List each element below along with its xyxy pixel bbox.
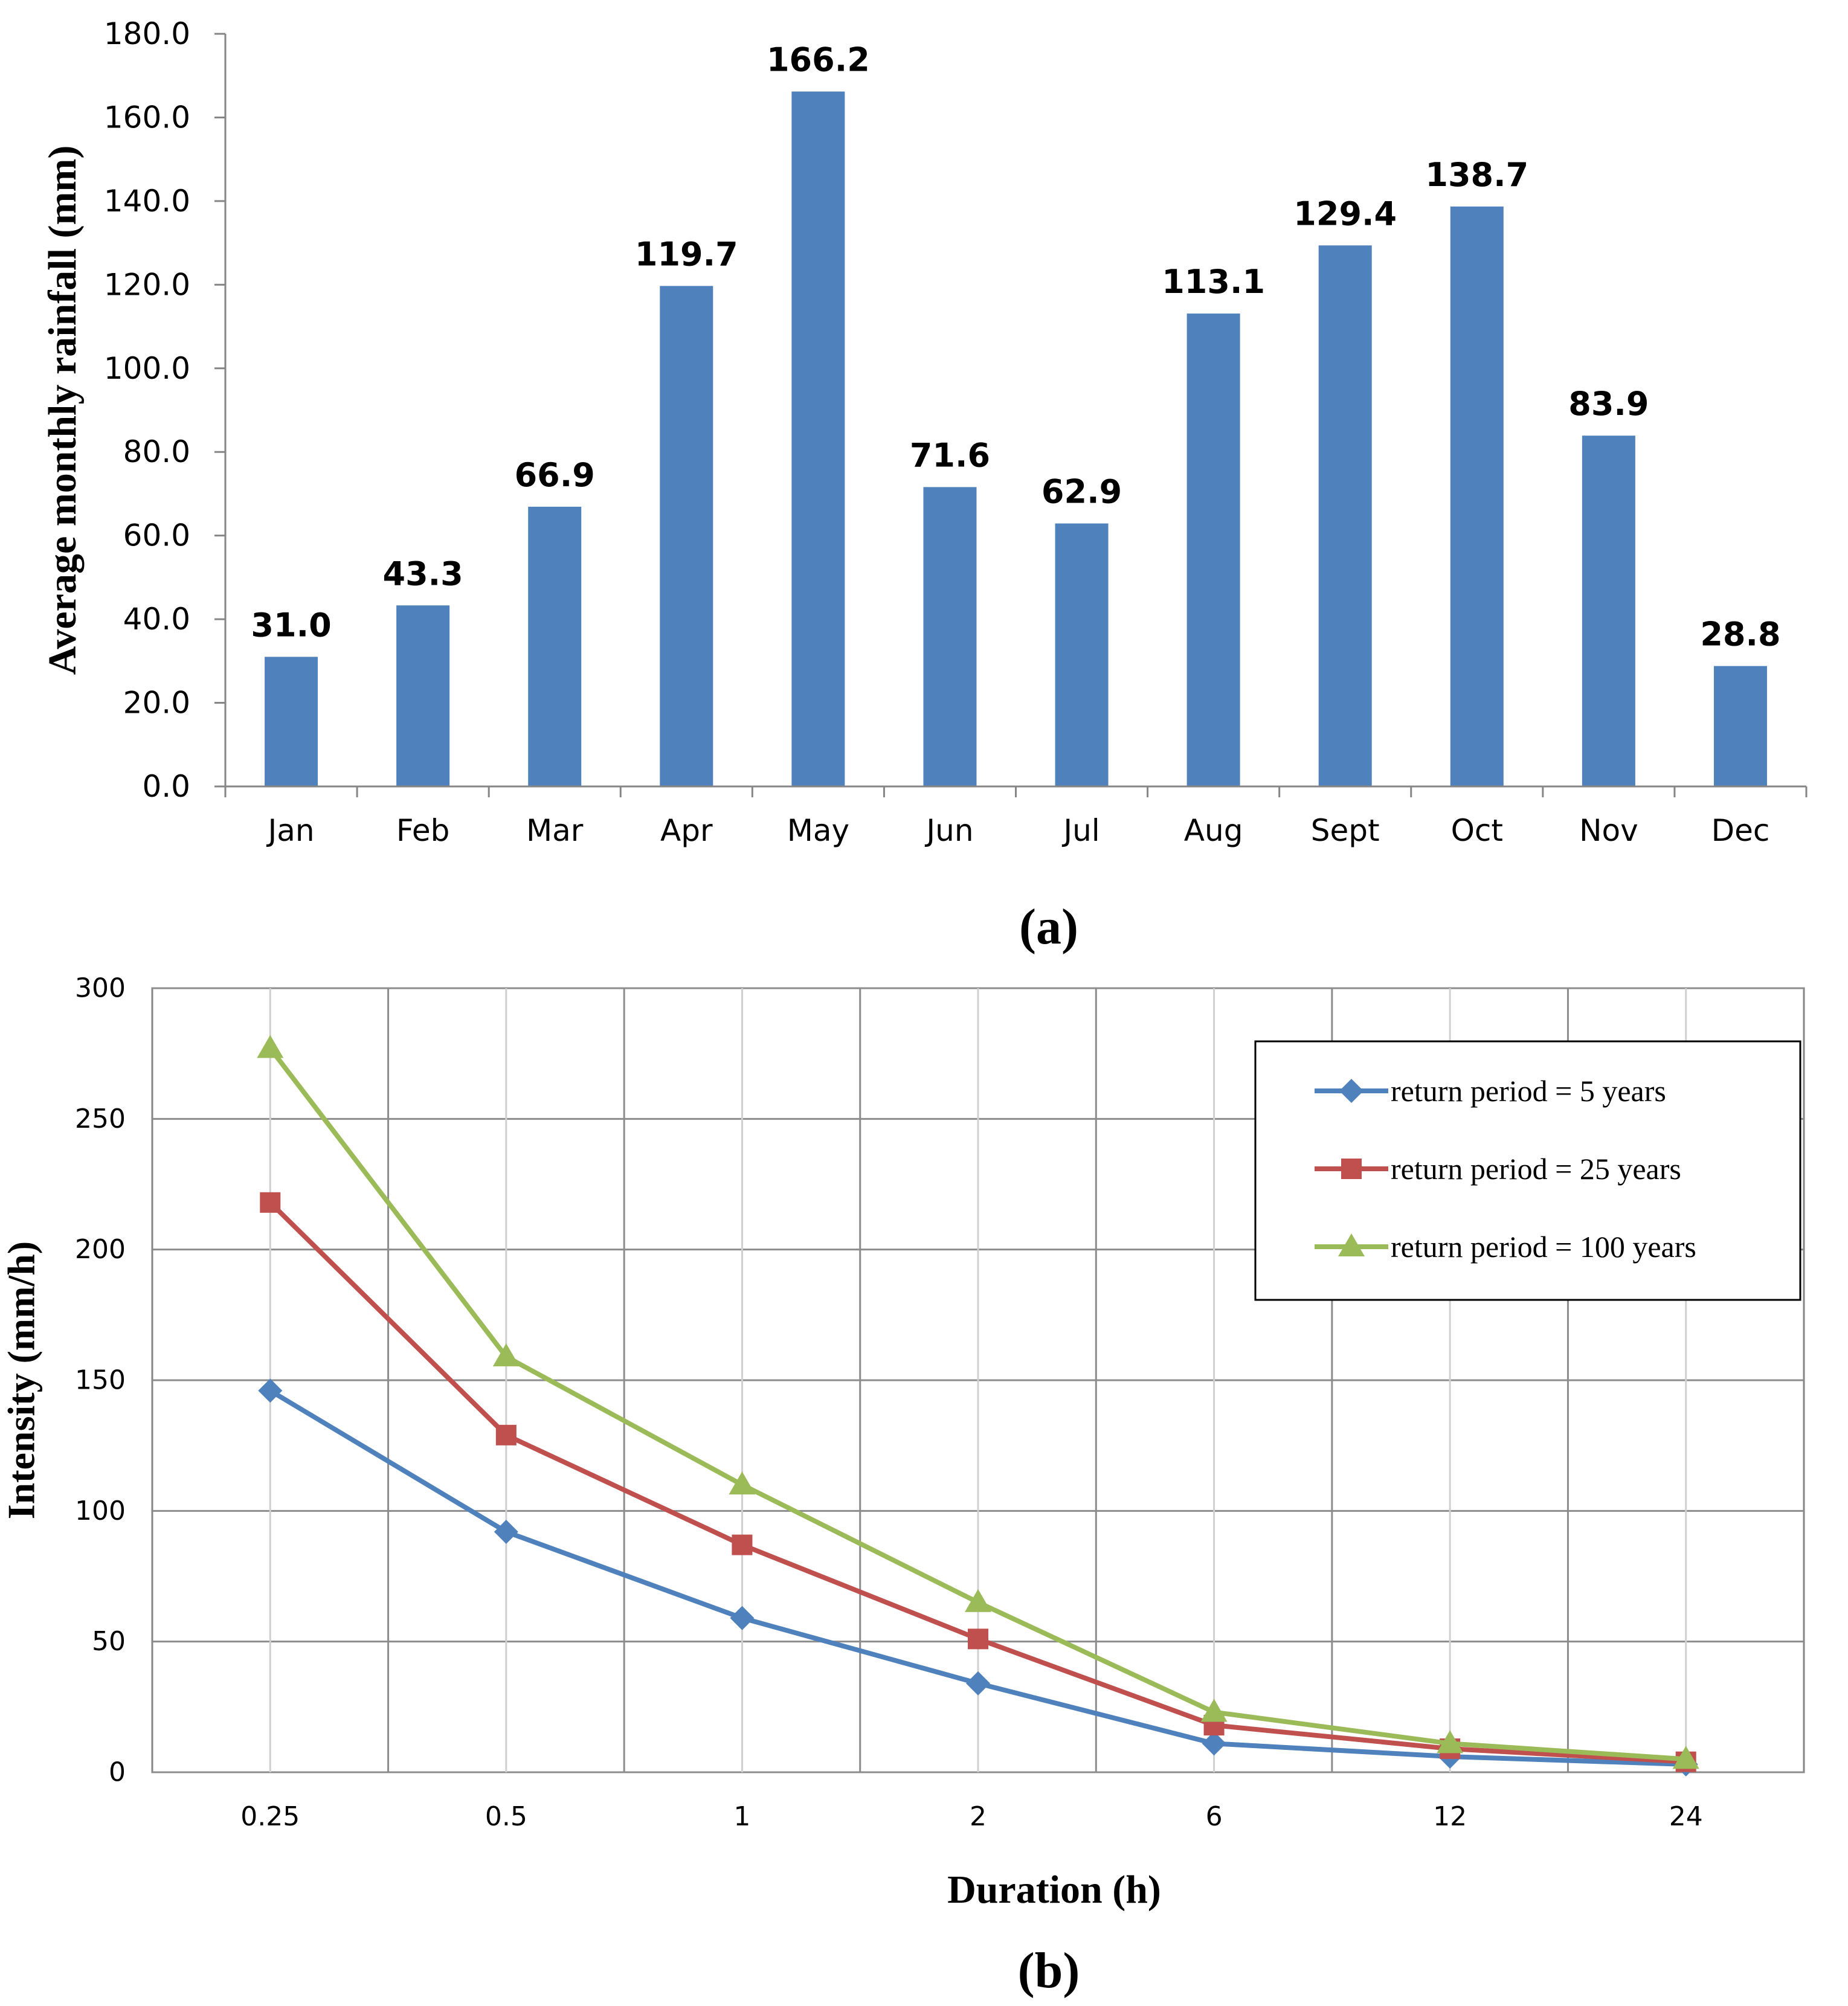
panel-a-label: (a): [1019, 899, 1078, 955]
data-point: [732, 1534, 753, 1555]
x-tick-label: 2: [970, 1801, 987, 1832]
bar-jan: [265, 657, 318, 786]
x-tick-label: 0.5: [485, 1801, 527, 1832]
y-tick-label: 0: [109, 1757, 126, 1788]
x-tick-label: Jan: [266, 813, 315, 848]
bar-dec: [1713, 666, 1767, 786]
x-tick-label: Nov: [1579, 813, 1638, 848]
data-point: [730, 1606, 755, 1630]
legend-label: return period = 25 years: [1391, 1152, 1681, 1186]
bar-mar: [528, 506, 582, 786]
data-point: [966, 1671, 990, 1696]
y-tick-label: 100: [75, 1496, 126, 1526]
data-label: 31.0: [251, 606, 331, 644]
y-axis-title: Average monthly rainfall (mm): [40, 146, 85, 675]
data-point: [494, 1519, 518, 1544]
data-point: [968, 1628, 988, 1650]
data-label: 166.2: [767, 41, 870, 79]
legend-item: return period = 25 years: [1315, 1152, 1681, 1186]
bar-jul: [1055, 523, 1109, 786]
legend-label: return period = 100 years: [1391, 1230, 1696, 1264]
data-point: [1437, 1730, 1464, 1754]
x-tick-label: 6: [1206, 1801, 1223, 1832]
data-point: [1202, 1731, 1226, 1756]
x-tick-label: 12: [1433, 1801, 1467, 1832]
x-tick-label: Oct: [1451, 813, 1503, 848]
bar-feb: [396, 605, 450, 786]
y-tick-label: 60.0: [123, 518, 190, 553]
data-point: [260, 1192, 281, 1213]
data-label: 119.7: [635, 235, 738, 273]
bar-jun: [923, 487, 977, 786]
y-tick-label: 20.0: [123, 686, 190, 721]
y-tick-label: 50: [92, 1626, 126, 1657]
bar-oct: [1450, 206, 1504, 786]
x-tick-label: 0.25: [240, 1801, 300, 1832]
data-point: [729, 1471, 756, 1495]
x-tick-label: Aug: [1184, 813, 1243, 848]
x-tick-label: Jul: [1061, 813, 1099, 848]
data-label: 83.9: [1568, 385, 1649, 423]
y-tick-label: 140.0: [104, 184, 190, 219]
x-axis-title: Duration (h): [947, 1868, 1161, 1912]
bar-nov: [1582, 436, 1635, 786]
data-point: [1200, 1699, 1228, 1722]
y-tick-label: 40.0: [123, 602, 190, 637]
data-label: 62.9: [1042, 473, 1122, 511]
y-tick-label: 0.0: [142, 769, 190, 804]
y-tick-label: 80.0: [123, 434, 190, 469]
legend-swatch-marker: [1339, 1079, 1363, 1103]
legend-label: return period = 5 years: [1391, 1074, 1666, 1108]
data-label: 28.8: [1700, 616, 1780, 654]
y-tick-label: 120.0: [104, 267, 190, 302]
y-axis-title: Intensity (mm/h): [0, 1241, 43, 1519]
panel-b-label: (b): [1018, 1943, 1080, 1999]
legend: return period = 5 years return period = 2…: [1254, 1040, 1801, 1301]
y-tick-label: 150: [75, 1365, 126, 1396]
data-point: [258, 1378, 283, 1403]
legend-item: return period = 5 years: [1315, 1074, 1666, 1108]
x-tick-label: Apr: [660, 813, 713, 848]
bar-aug: [1186, 313, 1240, 786]
data-point: [257, 1035, 284, 1058]
data-point: [492, 1343, 520, 1367]
data-label: 138.7: [1425, 156, 1528, 194]
legend-swatch-marker: [1338, 1233, 1365, 1256]
y-tick-label: 180.0: [104, 16, 190, 51]
y-tick-label: 300: [75, 973, 126, 1004]
y-tick-label: 100.0: [104, 351, 190, 386]
bar-apr: [660, 286, 713, 786]
legend-item: return period = 100 years: [1315, 1230, 1696, 1264]
legend-swatch-marker: [1341, 1159, 1362, 1179]
data-label: 71.6: [910, 436, 990, 474]
y-tick-label: 160.0: [104, 100, 190, 135]
data-point: [1672, 1746, 1699, 1769]
x-tick-label: Mar: [526, 813, 584, 848]
x-tick-label: 24: [1669, 1801, 1703, 1832]
series-3: [257, 1035, 1699, 1769]
x-tick-label: Jun: [924, 813, 973, 848]
y-tick-label: 200: [75, 1234, 126, 1265]
bar-sept: [1318, 245, 1372, 787]
data-label: 129.4: [1293, 194, 1397, 233]
x-tick-label: 1: [733, 1801, 750, 1832]
x-tick-label: May: [787, 813, 849, 848]
x-tick-label: Sept: [1311, 813, 1380, 848]
y-tick-label: 250: [75, 1104, 126, 1134]
x-tick-label: Feb: [396, 813, 450, 848]
data-label: 66.9: [515, 456, 595, 494]
data-point: [495, 1424, 517, 1445]
data-label: 43.3: [383, 555, 463, 593]
data-point: [965, 1589, 991, 1612]
bar-may: [791, 91, 845, 787]
data-label: 113.1: [1162, 263, 1265, 301]
x-tick-label: Dec: [1711, 813, 1770, 848]
rainfall-bar-chart: 0.0 20.0 40.0 60.0 80.0 100.0 120.0 140.0 160.0 1…: [40, 16, 1808, 848]
